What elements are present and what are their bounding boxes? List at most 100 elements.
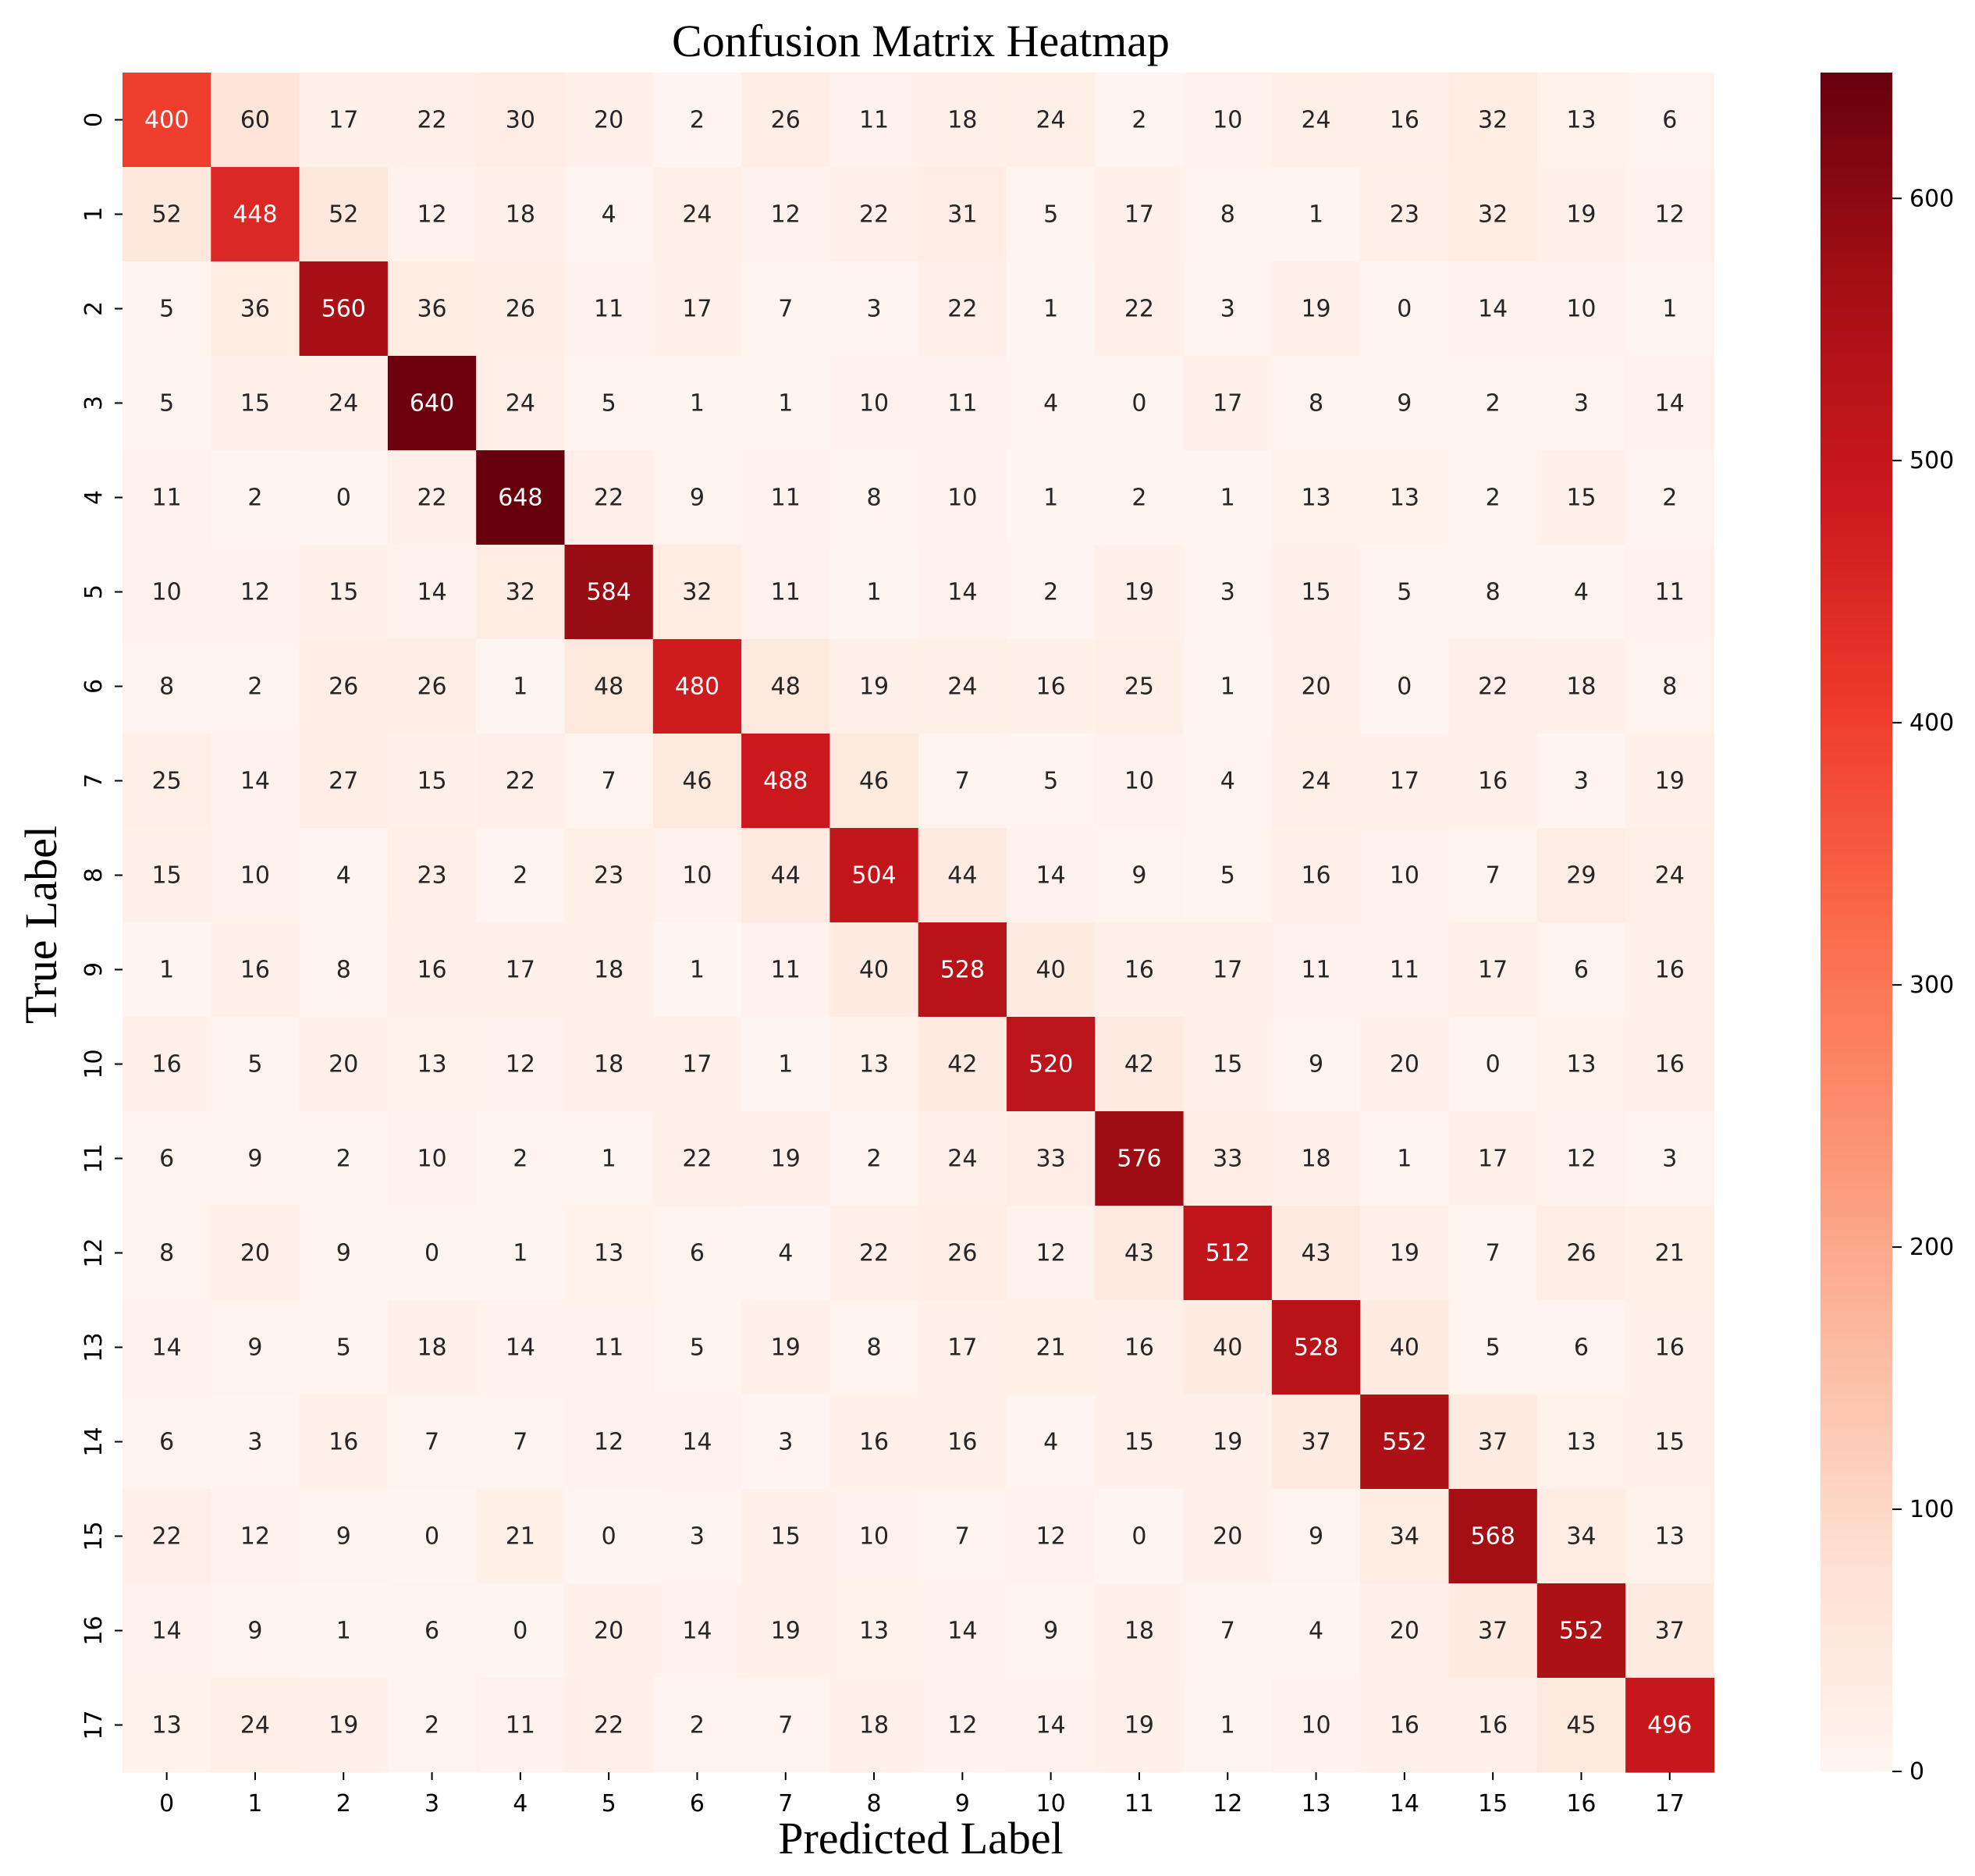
heatmap-cell (211, 356, 300, 451)
heatmap-cell-value: 11 (1655, 579, 1685, 606)
heatmap-cell (1536, 261, 1626, 357)
heatmap-cell (1536, 1017, 1626, 1112)
heatmap-cell (1625, 1678, 1714, 1773)
heatmap-cell (1183, 1300, 1273, 1395)
heatmap-cell (299, 261, 389, 357)
heatmap-cell-value: 14 (506, 1334, 535, 1362)
heatmap-cell-value: 8 (336, 957, 351, 984)
heatmap-cell (1271, 73, 1361, 168)
heatmap-cell-value: 0 (1486, 1051, 1501, 1078)
heatmap-cell (1271, 639, 1361, 734)
heatmap-cell (1360, 1017, 1450, 1112)
heatmap-cell-value: 16 (1390, 107, 1419, 134)
heatmap-cell (476, 1111, 566, 1206)
heatmap-cell-value: 14 (1036, 862, 1066, 890)
heatmap-cell-value: 31 (947, 201, 977, 229)
heatmap-cell-value: 19 (859, 673, 889, 701)
heatmap-cell (1271, 261, 1361, 357)
heatmap-cell-value: 560 (321, 296, 366, 323)
heatmap-cell-value: 640 (410, 390, 454, 417)
heatmap-cell (1448, 356, 1538, 451)
colorbar-tick-label: 600 (1909, 185, 1954, 212)
heatmap-cell (1007, 1206, 1096, 1301)
heatmap-cell (1625, 356, 1714, 451)
heatmap-cell-value: 19 (771, 1146, 801, 1173)
heatmap-cell (741, 450, 830, 545)
x-axis-ticks: 0 1 2 3 4 5 6 7 8 9 10 11 12 13 14 15 16 17 (159, 1772, 1685, 1817)
heatmap-cell-value: 11 (1390, 957, 1419, 984)
heatmap-cell (387, 73, 477, 168)
heatmap-cell-value: 7 (955, 768, 970, 795)
heatmap-cell-value: 19 (1213, 1429, 1242, 1456)
heatmap-cell (918, 1300, 1007, 1395)
heatmap-cell (1625, 1583, 1714, 1679)
heatmap-cell (387, 1583, 477, 1679)
heatmap-cell-value: 44 (771, 862, 801, 890)
y-tick-label: 13 (80, 1332, 108, 1362)
heatmap-cell-value: 1 (602, 1146, 616, 1173)
heatmap-cell (123, 1395, 211, 1490)
heatmap-cell-value: 22 (417, 485, 446, 512)
heatmap-cell-value: 24 (329, 390, 358, 417)
heatmap-cell (476, 1300, 566, 1395)
heatmap-cell (211, 639, 300, 734)
heatmap-cell (918, 922, 1007, 1018)
heatmap-cell (829, 1206, 919, 1301)
heatmap-cell-value: 12 (506, 1051, 535, 1078)
heatmap-cell (1536, 1489, 1626, 1584)
heatmap-cell-value: 0 (1131, 1523, 1146, 1551)
heatmap-cell-value: 11 (506, 1712, 535, 1739)
heatmap-cell-value: 13 (1655, 1523, 1685, 1551)
heatmap-cell-value: 20 (1301, 673, 1330, 701)
heatmap-cell (829, 545, 919, 640)
heatmap-cell-value: 14 (682, 1618, 712, 1645)
heatmap-cell (123, 167, 211, 262)
heatmap-cell (564, 1017, 654, 1112)
heatmap-cell-value: 10 (682, 862, 712, 890)
heatmap-cell-value: 24 (240, 1712, 270, 1739)
heatmap-cell (123, 450, 211, 545)
heatmap-cell (918, 734, 1007, 829)
heatmap-cell (1095, 261, 1185, 357)
heatmap-cell-value: 5 (159, 390, 174, 417)
heatmap-cell-value: 12 (771, 201, 801, 229)
heatmap-cell-value: 52 (329, 201, 358, 229)
heatmap-cell (652, 1489, 742, 1584)
heatmap-cell-value: 10 (1124, 768, 1154, 795)
heatmap-cell-value: 14 (240, 768, 270, 795)
heatmap-cell-value: 14 (152, 1618, 182, 1645)
heatmap-cell (564, 1583, 654, 1679)
y-tick-label: 1 (80, 207, 108, 222)
heatmap-cell-value: 1 (1662, 296, 1677, 323)
heatmap-cell (1007, 1111, 1096, 1206)
heatmap-cell (918, 1017, 1007, 1112)
heatmap-cell (211, 1395, 300, 1490)
heatmap-cell (1007, 1583, 1096, 1679)
heatmap-cell-value: 13 (859, 1051, 889, 1078)
heatmap-cell-value: 3 (247, 1429, 262, 1456)
heatmap-cell-value: 24 (947, 1146, 977, 1173)
x-tick-label: 4 (513, 1790, 527, 1817)
heatmap-cell-value: 6 (1662, 107, 1677, 134)
y-tick-label: 0 (80, 112, 108, 127)
heatmap-cell-value: 12 (417, 201, 446, 229)
heatmap-cell-value: 13 (1566, 107, 1596, 134)
heatmap-cell (1625, 450, 1714, 545)
heatmap-cell (1007, 1489, 1096, 1584)
heatmap-cell (1536, 167, 1626, 262)
heatmap-cell-value: 2 (336, 1146, 351, 1173)
heatmap-cell (652, 922, 742, 1018)
heatmap-cell (476, 1017, 566, 1112)
heatmap-cell (918, 1583, 1007, 1679)
heatmap-cell-value: 9 (1309, 1523, 1323, 1551)
heatmap-cell-value: 21 (506, 1523, 535, 1551)
heatmap-cell (1271, 167, 1361, 262)
heatmap-cell-value: 0 (1131, 390, 1146, 417)
heatmap-cell-value: 1 (513, 1240, 527, 1267)
heatmap-cell (1095, 922, 1185, 1018)
heatmap-cell (1536, 1300, 1626, 1395)
heatmap-cell (1625, 828, 1714, 923)
x-tick-label: 3 (424, 1790, 439, 1817)
heatmap-cell-value: 2 (1131, 107, 1146, 134)
